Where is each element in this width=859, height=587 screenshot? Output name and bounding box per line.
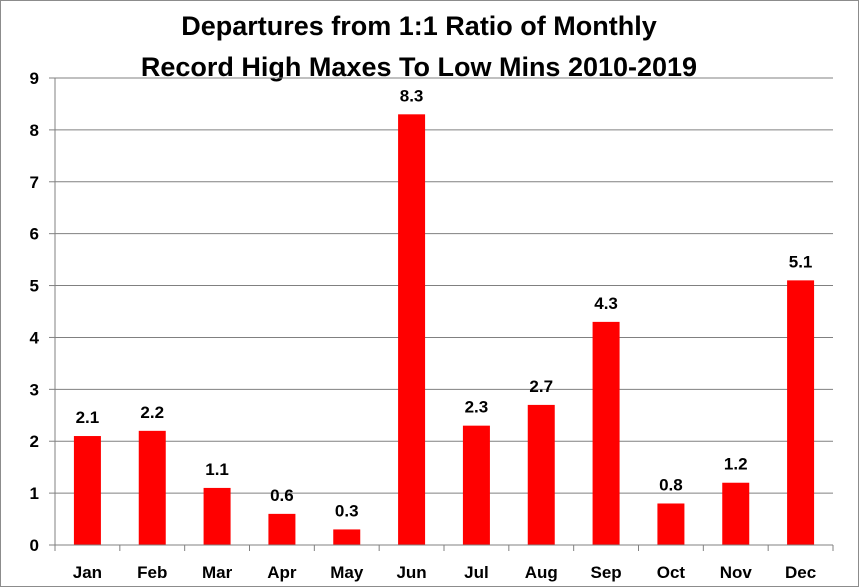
- x-tick-label: Nov: [720, 563, 753, 582]
- bar: [787, 280, 815, 545]
- bar: [398, 114, 426, 546]
- y-tick-label: 7: [30, 173, 39, 192]
- data-label: 8.3: [400, 86, 424, 105]
- bar: [462, 425, 490, 545]
- y-tick-label: 0: [30, 536, 39, 555]
- data-label: 2.3: [465, 398, 489, 417]
- bar: [722, 482, 750, 545]
- data-label: 4.3: [594, 294, 618, 313]
- x-tick-label: Feb: [137, 563, 167, 582]
- bar: [73, 436, 101, 545]
- x-tick-label: Jun: [396, 563, 426, 582]
- x-tick-label: Jan: [73, 563, 102, 582]
- y-tick-label: 5: [30, 277, 39, 296]
- data-labels: 2.1 2.2 1.1 0.6 0.3 8.3 2.3 2.7 4.3 0.8 1.2 5.1: [76, 86, 813, 520]
- axes: [54, 78, 834, 551]
- bar: [333, 529, 361, 545]
- bars: [73, 114, 815, 546]
- x-tick-label: Jul: [464, 563, 489, 582]
- chart-title: Departures from 1:1 Ratio of Monthly Rec…: [141, 11, 697, 82]
- x-tick-label: Aug: [525, 563, 558, 582]
- y-axis-tick-labels: 0 1 2 3 4 5 6 7 8 9: [30, 69, 40, 555]
- bar: [268, 513, 296, 545]
- chart-title-line-2: Record High Maxes To Low Mins 2010-2019: [141, 52, 697, 82]
- y-tick-label: 1: [30, 484, 39, 503]
- y-tick-label: 8: [30, 121, 39, 140]
- bar: [138, 430, 166, 545]
- data-label: 2.1: [76, 408, 100, 427]
- x-tick-label: Sep: [590, 563, 621, 582]
- bar: [527, 404, 555, 545]
- data-label: 0.6: [270, 486, 294, 505]
- x-tick-label: Apr: [267, 563, 297, 582]
- x-tick-label: May: [330, 563, 364, 582]
- x-tick-label: Mar: [202, 563, 233, 582]
- bar: [592, 321, 620, 545]
- bar: [203, 487, 231, 545]
- bar: [657, 503, 685, 545]
- data-label: 0.3: [335, 501, 359, 520]
- chart-title-line-1: Departures from 1:1 Ratio of Monthly: [181, 11, 657, 41]
- x-axis-tick-labels: Jan Feb Mar Apr May Jun Jul Aug Sep Oct Nov Dec: [73, 563, 816, 582]
- y-tick-label: 2: [30, 432, 39, 451]
- y-tick-label: 3: [30, 380, 39, 399]
- gridlines: [49, 77, 833, 546]
- data-label: 2.7: [529, 377, 553, 396]
- data-label: 1.2: [724, 455, 748, 474]
- y-tick-label: 4: [30, 328, 40, 347]
- y-tick-label: 9: [30, 69, 39, 88]
- x-tick-label: Oct: [657, 563, 686, 582]
- data-label: 2.2: [140, 403, 164, 422]
- x-tick-label: Dec: [785, 563, 816, 582]
- y-tick-label: 6: [30, 225, 39, 244]
- data-label: 0.8: [659, 475, 683, 494]
- data-label: 1.1: [205, 460, 229, 479]
- data-label: 5.1: [789, 252, 813, 271]
